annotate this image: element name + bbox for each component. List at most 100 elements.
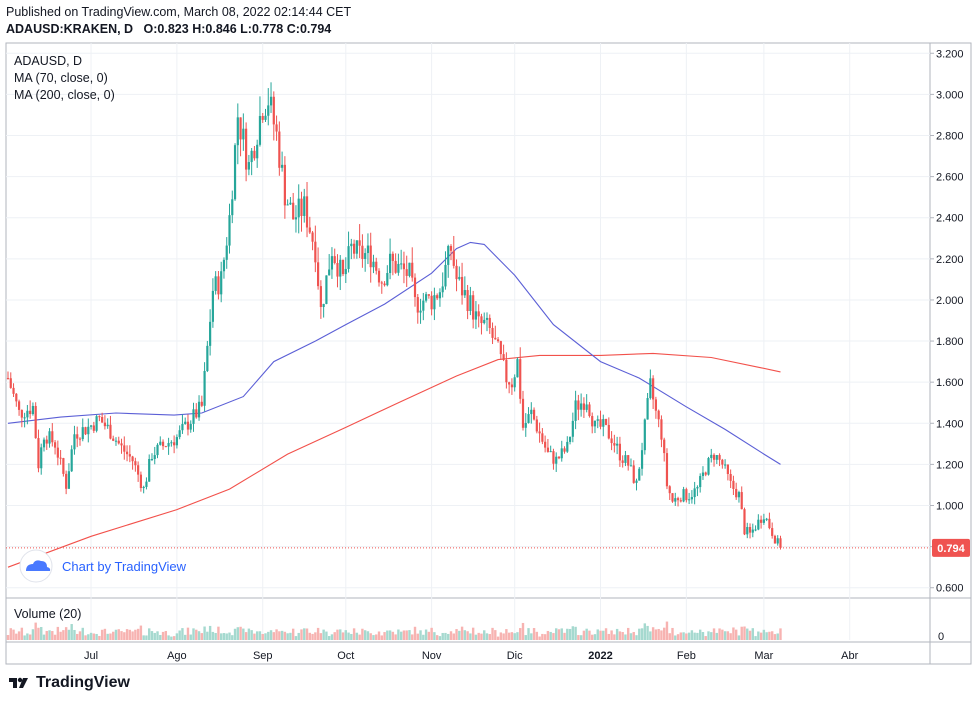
candle-body [173,442,176,446]
grid-lines [6,43,930,640]
candle-body [676,498,680,501]
volume-bar [543,634,547,640]
y-tick-label: 2.600 [936,172,964,184]
candle-body [762,519,765,523]
candle-body [668,486,671,494]
volume-bar [649,631,652,640]
volume-bar [153,632,156,640]
volume-bar [579,635,583,640]
candle-body [89,425,93,427]
candle-body [294,217,298,220]
published-note: Published on TradingView.com, March 08, … [6,5,352,19]
candle-body [297,198,300,218]
y-tick-label: 1.200 [936,459,964,471]
volume-bar [751,628,754,640]
volume-bar [394,634,397,640]
candle-body [42,439,46,448]
volume-bar [322,629,325,640]
candle-body [657,410,660,420]
volume-bar [355,632,359,640]
candle-body [480,316,483,324]
volume-bar [693,632,696,640]
volume-bar [746,628,749,640]
volume-bar [178,630,181,640]
candle-body [610,438,613,444]
candle-body [289,202,292,205]
candle-body [322,303,325,308]
volume-bar [363,630,367,640]
volume-bar [170,636,173,640]
candle-body [308,227,311,233]
volume-bar [485,633,489,640]
volume-bar [765,632,768,640]
volume-bar [483,630,486,640]
candle-body [665,453,669,487]
candle-body [377,270,381,283]
volume-bar [181,628,184,640]
volume-bar [161,631,165,640]
footer-logo[interactable]: TradingView [8,674,130,692]
candle-body [366,245,370,254]
candle-body [405,269,408,276]
watermark[interactable]: Chart by TradingView [19,549,187,583]
candle-body [388,253,392,273]
candle-body [541,433,544,442]
candle-body [101,416,104,423]
volume-bar [773,634,777,640]
volume-bar [740,626,743,640]
volume-bar [444,632,447,640]
volume-bar [399,631,403,640]
volume-bar [98,635,101,640]
volume-bar [150,631,154,640]
volume-bar [123,632,126,640]
candle-body [505,359,508,383]
candle-body [699,476,702,488]
volume-bar [167,635,170,640]
candle-body [225,245,228,260]
candle-body [347,246,350,269]
volume-bar [189,634,192,640]
candle-body [591,415,594,427]
symbol-ohlc-line: ADAUSD:KRAKEN, D O:0.823 H:0.846 L:0.778… [6,22,332,36]
candle-body [178,430,181,438]
candle-body [70,449,73,472]
volume-bar [244,632,248,640]
candle-body [690,497,693,500]
volume-bar [67,629,71,640]
volume-bar [660,630,663,640]
volume-bar [366,631,370,640]
candle-body [78,438,82,440]
volume-bar [164,630,168,640]
candle-body [250,150,253,163]
volume-bar [427,631,431,640]
volume-bar [419,630,422,640]
volume-bar [339,629,342,640]
volume-bar [344,630,347,640]
candle-body [712,454,716,460]
x-tick-label: Jul [84,650,98,662]
candle-body [67,471,71,489]
volume-bar [269,630,273,640]
volume-bar [635,635,638,640]
volume-bar [527,628,530,640]
candle-body [26,410,29,418]
candle-body [424,294,428,301]
candle-body [317,262,320,287]
volume-bar [770,631,774,640]
volume-bar [646,625,649,640]
candle-body [53,442,57,448]
volume-bar [776,633,779,640]
candle-body [142,486,145,489]
candle-body [59,457,62,459]
candle-body [37,438,40,469]
volume-bar [411,634,414,640]
volume-bar [704,636,707,640]
time-axis-frame [5,641,972,665]
volume-bar [754,636,757,640]
candle-body [555,456,558,464]
volume-bar [261,633,264,640]
candle-body [535,419,538,432]
volume-bar [593,634,597,640]
candle-body [397,263,400,273]
